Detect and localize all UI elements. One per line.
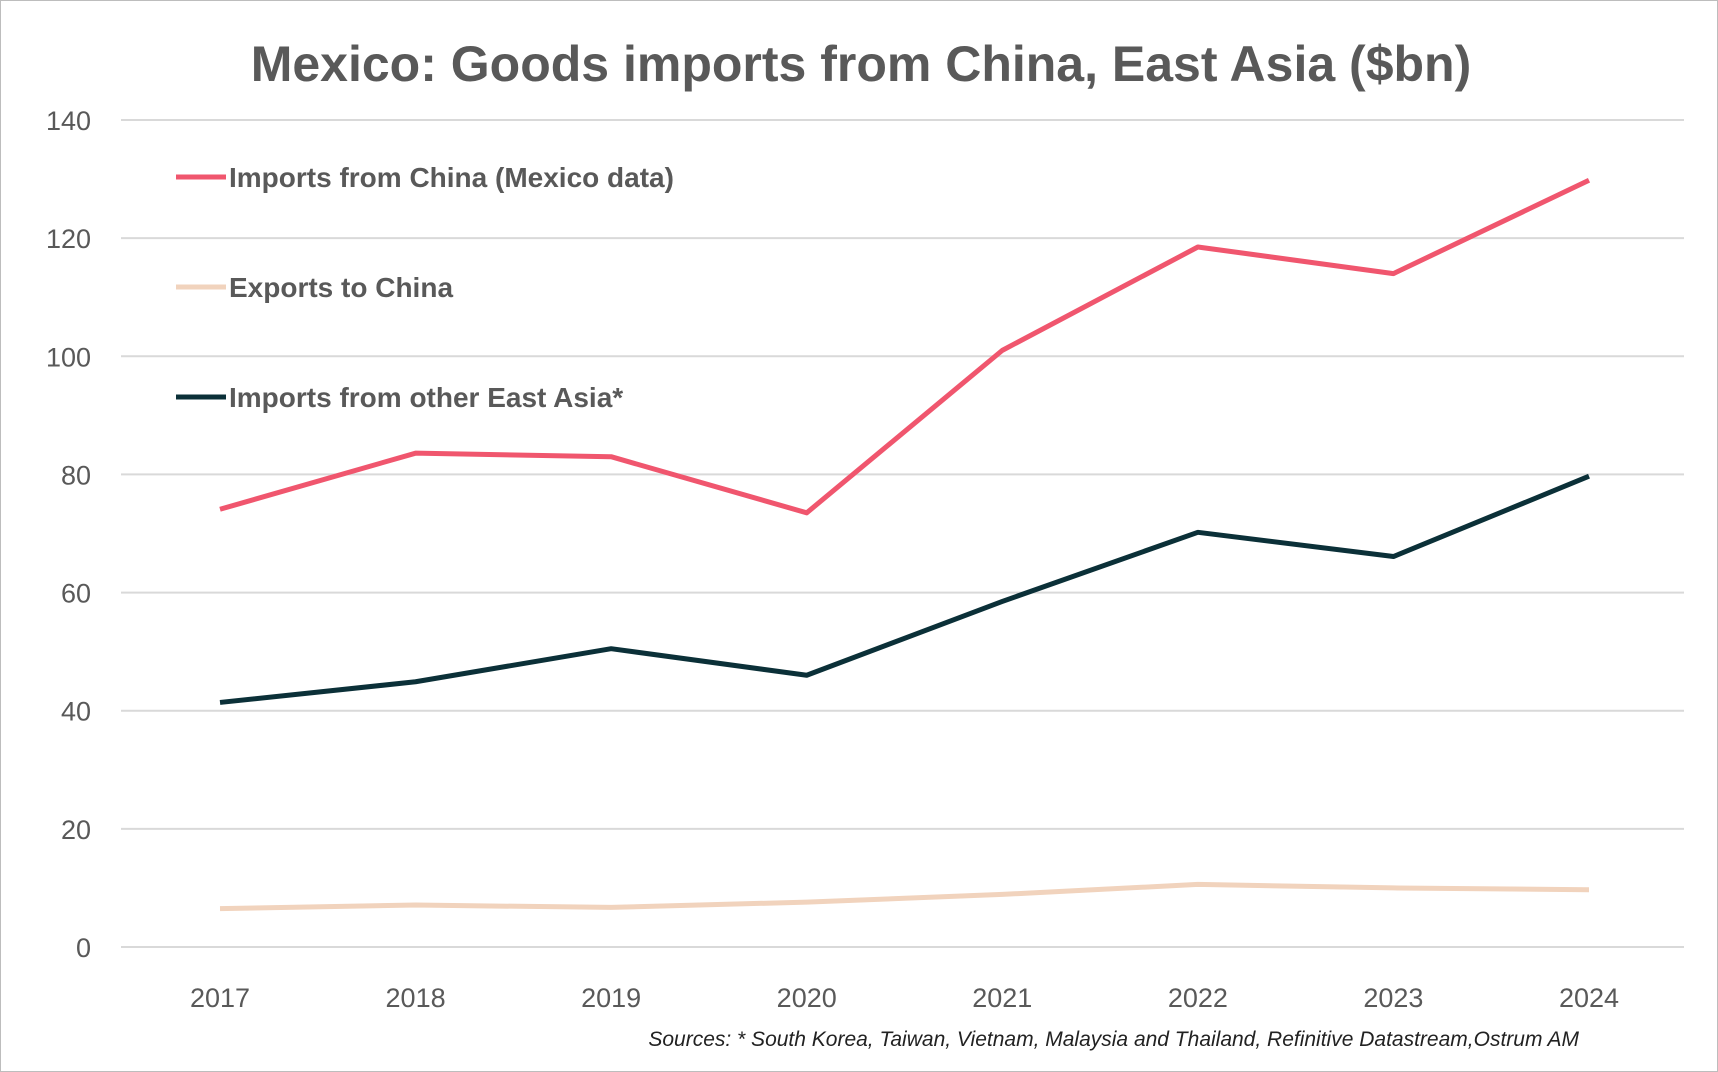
source-note: Sources: * South Korea, Taiwan, Vietnam,… xyxy=(648,1028,1579,1051)
y-tick-label: 140 xyxy=(46,106,91,136)
legend-label: Exports to China xyxy=(229,272,453,303)
x-tick-label: 2017 xyxy=(190,983,250,1013)
x-tick-label: 2019 xyxy=(581,983,641,1013)
y-tick-label: 0 xyxy=(76,933,91,963)
y-tick-label: 40 xyxy=(61,697,91,727)
x-tick-label: 2021 xyxy=(972,983,1032,1013)
x-tick-label: 2023 xyxy=(1363,983,1423,1013)
legend-label: Imports from China (Mexico data) xyxy=(229,162,674,193)
y-tick-label: 20 xyxy=(61,815,91,845)
chart-title: Mexico: Goods imports from China, East A… xyxy=(251,36,1472,92)
y-tick-label: 60 xyxy=(61,579,91,609)
legend-label: Imports from other East Asia* xyxy=(229,382,623,413)
y-tick-label: 120 xyxy=(46,224,91,254)
x-tick-label: 2022 xyxy=(1168,983,1228,1013)
x-tick-label: 2018 xyxy=(386,983,446,1013)
series-line-3 xyxy=(219,473,1590,705)
series-line-2 xyxy=(219,881,1590,912)
x-tick-label: 2024 xyxy=(1559,983,1619,1013)
series-line-1 xyxy=(219,177,1591,516)
y-tick-label: 100 xyxy=(46,342,91,372)
y-tick-label: 80 xyxy=(61,460,91,490)
x-tick-label: 2020 xyxy=(777,983,837,1013)
